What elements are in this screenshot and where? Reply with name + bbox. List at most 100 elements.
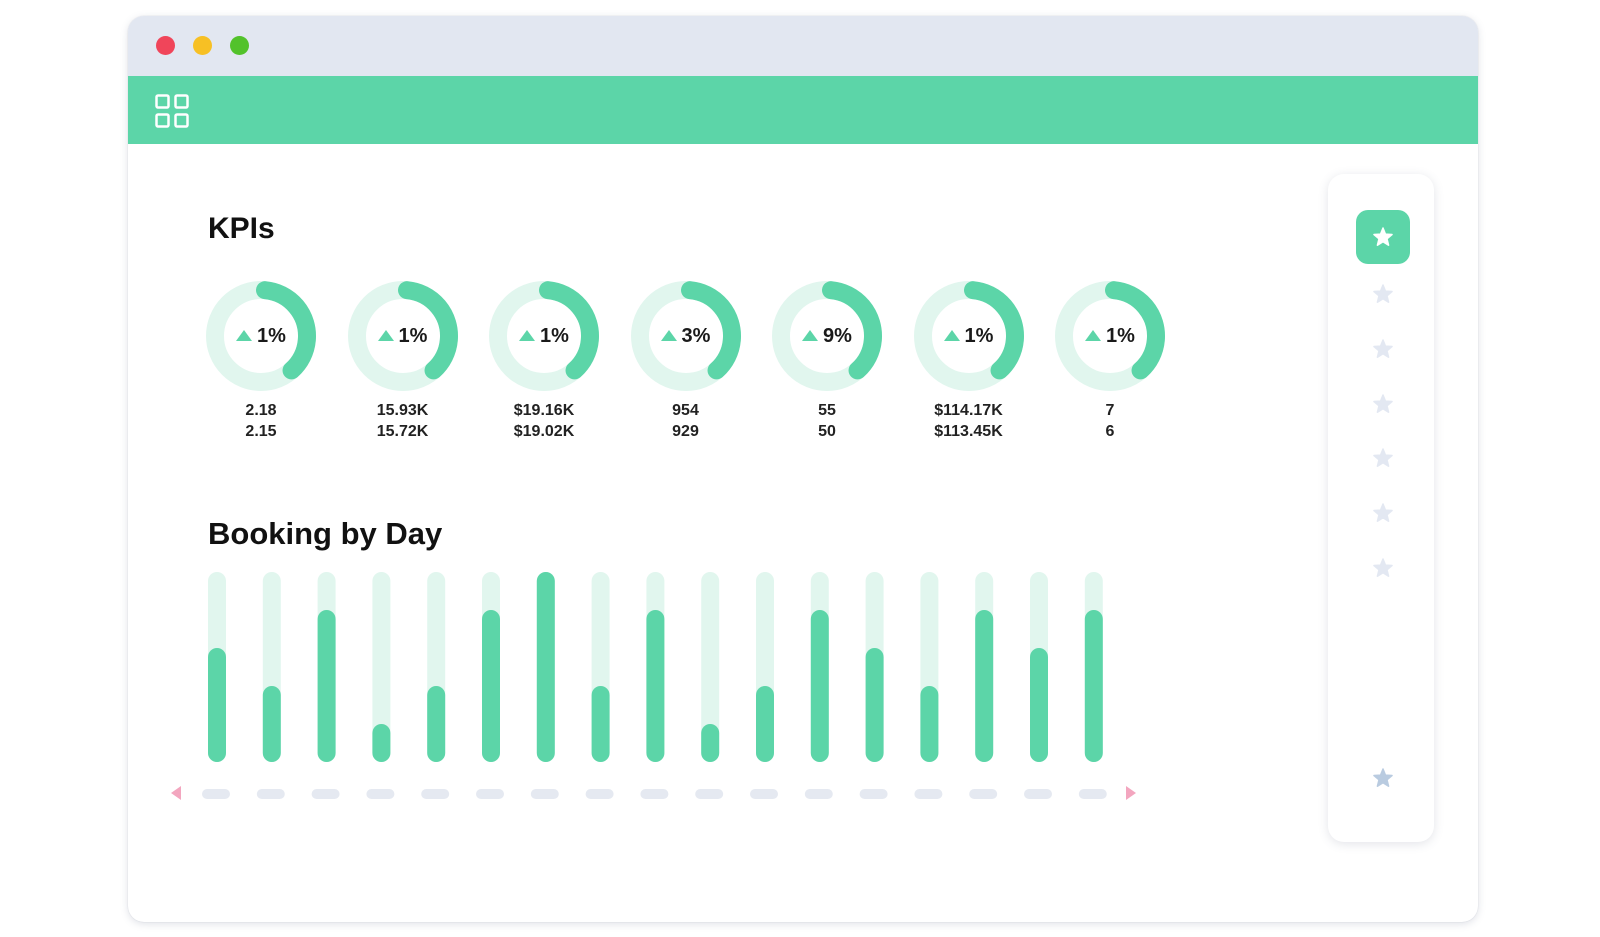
- kpi-previous-value: 15.72K: [376, 423, 429, 440]
- bar-track: [372, 572, 391, 762]
- title-bar: [128, 16, 1478, 76]
- kpi-change-value: 1%: [257, 324, 286, 347]
- kpi-change: 3%: [629, 279, 743, 393]
- kpi-current-value: 2.18: [245, 402, 277, 419]
- bar: [372, 724, 391, 762]
- kpi-donut: 9%: [770, 279, 884, 393]
- kpi-current-value: $19.16K: [513, 402, 575, 419]
- bar: [1030, 648, 1048, 762]
- bar: [262, 686, 281, 762]
- x-tick-label: [421, 789, 450, 799]
- star-icon[interactable]: [1373, 503, 1393, 523]
- kpi-previous-value: $113.45K: [934, 423, 1003, 440]
- close-button[interactable]: [156, 36, 175, 55]
- maximize-button[interactable]: [230, 36, 249, 55]
- bar: [975, 610, 994, 762]
- kpi-donut: 1%: [487, 279, 601, 393]
- kpi-donut-arc: [772, 281, 882, 391]
- bar: [317, 610, 336, 762]
- kpi-donut-arc: [347, 281, 458, 391]
- trend-up-icon: [802, 329, 819, 341]
- kpi-donut: 1%: [346, 279, 460, 393]
- kpi-card: 1% $19.16K $19.02K: [479, 279, 609, 449]
- star-icon[interactable]: [1373, 393, 1393, 414]
- kpi-donut: 1%: [912, 279, 1026, 393]
- x-tick-label: [640, 789, 669, 799]
- kpi-donut-arc: [630, 281, 741, 391]
- x-tick-label: [695, 789, 724, 799]
- app-bar: [128, 76, 1478, 144]
- kpi-card: 9% 55 50: [762, 279, 892, 449]
- x-tick-label: [969, 789, 998, 799]
- bar: [810, 610, 829, 762]
- x-tick-label: [1024, 789, 1052, 799]
- trend-up-icon: [236, 329, 253, 341]
- trend-up-icon: [377, 329, 394, 341]
- kpi-donut: 1%: [1053, 279, 1167, 393]
- kpi-change-value: 1%: [398, 324, 428, 347]
- kpi-change: 1%: [346, 279, 460, 393]
- x-tick-label: [859, 789, 888, 799]
- x-tick-label: [914, 789, 943, 799]
- app-window: KPIs 1% 2.18 2.15 1% 15.93K 15.72K 1% $19.16K $1…: [128, 16, 1478, 922]
- kpi-change-value: 1%: [964, 324, 994, 347]
- kpi-change: 1%: [204, 279, 318, 393]
- x-tick-label: [585, 789, 614, 799]
- scroll-right-arrow[interactable]: [1126, 786, 1136, 800]
- trend-up-icon: [519, 329, 536, 341]
- trend-up-icon: [943, 329, 960, 341]
- x-tick-label: [804, 789, 833, 799]
- sidebar: [1328, 174, 1434, 842]
- kpi-donut-arc: [206, 281, 316, 391]
- kpis-title: KPIs: [208, 212, 275, 245]
- star-icon[interactable]: [1373, 558, 1393, 578]
- bar: [536, 572, 555, 762]
- x-tick-label: [202, 789, 230, 799]
- star-icon[interactable]: [1373, 768, 1393, 788]
- kpi-previous-value: $19.02K: [513, 423, 575, 440]
- kpi-donut-arc: [1055, 281, 1165, 391]
- minimize-button[interactable]: [193, 36, 212, 55]
- x-tick-label: [366, 789, 395, 799]
- x-tick-label: [476, 789, 504, 799]
- kpi-previous-value: 6: [1105, 423, 1115, 440]
- x-tick-label: [311, 789, 340, 799]
- x-tick-label: [1078, 789, 1107, 799]
- kpi-previous-value: 929: [672, 423, 699, 440]
- grid-icon[interactable]: [155, 94, 189, 128]
- kpi-card: 1% 2.18 2.15: [196, 279, 326, 449]
- kpi-current-value: 954: [672, 402, 699, 419]
- kpi-current-value: 55: [818, 402, 836, 419]
- bar: [591, 686, 610, 762]
- star-icon[interactable]: [1373, 339, 1393, 359]
- kpi-donut: 1%: [204, 279, 318, 393]
- star-icon[interactable]: [1373, 284, 1393, 304]
- bar: [920, 686, 939, 762]
- sidebar-item-favorites-active[interactable]: [1356, 210, 1410, 264]
- x-tick-label: [750, 789, 778, 799]
- kpi-change: 1%: [487, 279, 601, 393]
- bar: [208, 648, 226, 762]
- bar: [646, 610, 665, 762]
- star-icon[interactable]: [1373, 448, 1393, 468]
- bar: [756, 686, 774, 762]
- kpi-change: 9%: [770, 279, 884, 393]
- kpi-card: 3% 954 929: [621, 279, 751, 449]
- kpi-previous-value: 50: [818, 423, 836, 440]
- bar: [482, 610, 500, 762]
- kpi-change: 1%: [1053, 279, 1167, 393]
- bar: [1084, 610, 1103, 762]
- kpi-previous-value: 2.15: [245, 423, 277, 440]
- bar: [865, 648, 884, 762]
- scroll-left-arrow[interactable]: [171, 786, 181, 800]
- kpi-donut: 3%: [629, 279, 743, 393]
- kpi-card: 1% 7 6: [1045, 279, 1175, 449]
- kpi-current-value: 15.93K: [376, 402, 429, 419]
- x-tick-label: [256, 789, 285, 799]
- kpi-donut-arc: [489, 281, 599, 391]
- kpi-change-value: 3%: [681, 324, 711, 347]
- kpi-change-value: 9%: [823, 324, 852, 347]
- kpi-change-value: 1%: [1106, 324, 1135, 347]
- kpi-change: 1%: [912, 279, 1026, 393]
- bar-track: [701, 572, 720, 762]
